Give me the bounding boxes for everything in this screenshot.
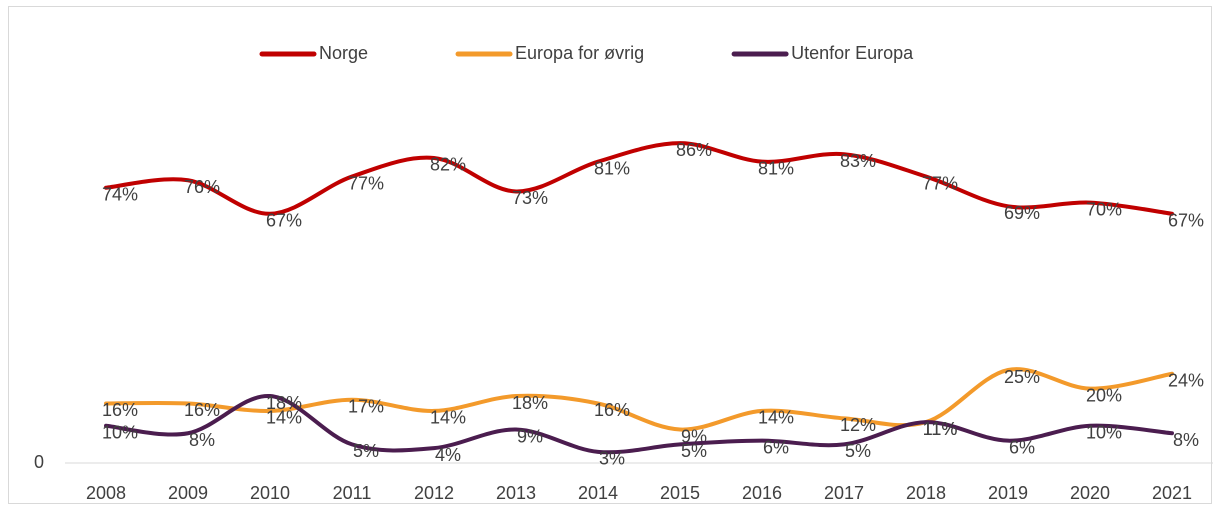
line	[104, 367, 1174, 432]
data-label: 11%	[923, 419, 958, 439]
data-label: 20%	[1086, 385, 1122, 405]
data-label: 77%	[922, 173, 958, 193]
data-label: 10%	[102, 423, 138, 443]
data-label: 8%	[189, 430, 215, 450]
data-label: 5%	[681, 441, 707, 461]
data-label: 12%	[840, 415, 876, 435]
data-label: 6%	[763, 437, 789, 457]
data-label: 5%	[353, 441, 379, 461]
legend-label: Europa for øvrig	[515, 43, 644, 63]
data-label: 14%	[266, 408, 302, 428]
x-tick-label: 2008	[86, 483, 126, 503]
data-label: 82%	[430, 155, 466, 175]
x-tick-label: 2013	[496, 483, 536, 503]
x-tick-label: 2020	[1070, 483, 1110, 503]
data-label: 16%	[594, 400, 630, 420]
data-label: 77%	[348, 173, 384, 193]
data-label: 18%	[512, 393, 548, 413]
data-label: 4%	[435, 445, 461, 465]
x-tick-label: 2011	[333, 483, 372, 503]
legend-label: Norge	[319, 43, 368, 63]
x-tick-label: 2019	[988, 483, 1028, 503]
data-label: 17%	[348, 397, 384, 417]
line	[104, 141, 1174, 216]
data-label: 6%	[1009, 437, 1035, 457]
data-label: 67%	[266, 211, 302, 231]
data-label: 18%	[266, 393, 302, 413]
data-label: 67%	[1168, 211, 1204, 231]
x-tick-label: 2015	[660, 483, 700, 503]
data-label: 3%	[599, 449, 625, 469]
data-label: 81%	[758, 158, 794, 178]
data-label: 73%	[512, 188, 548, 208]
x-tick-label: 2014	[578, 483, 618, 503]
data-label: 5%	[845, 441, 871, 461]
data-label: 14%	[758, 408, 794, 428]
x-tick-label: 2010	[250, 483, 290, 503]
x-tick-label: 2009	[168, 483, 208, 503]
data-label: 81%	[594, 158, 630, 178]
legend-label: Utenfor Europa	[791, 43, 914, 63]
data-label: 76%	[184, 177, 220, 197]
data-label: 24%	[1168, 370, 1204, 390]
data-label: 86%	[676, 140, 712, 160]
data-label: 70%	[1086, 199, 1122, 219]
line	[104, 394, 1174, 455]
x-tick-label: 2016	[742, 483, 782, 503]
x-tick-label: 2021	[1152, 483, 1192, 503]
data-label: 10%	[1086, 423, 1122, 443]
x-tick-label: 2012	[414, 483, 454, 503]
data-label: 9%	[517, 426, 543, 446]
x-tick-label: 2018	[906, 483, 946, 503]
x-tick-label: 2017	[824, 483, 864, 503]
data-label: 25%	[1004, 367, 1040, 387]
data-label: 8%	[1173, 430, 1199, 450]
data-label: 16%	[184, 400, 220, 420]
data-label: 14%	[430, 408, 466, 428]
data-label: 16%	[102, 400, 138, 420]
data-label: 83%	[840, 151, 876, 171]
data-label: 74%	[102, 184, 138, 204]
data-label: 69%	[1004, 203, 1040, 223]
chart-frame	[8, 6, 1212, 504]
y-tick-label: 0	[34, 452, 44, 472]
